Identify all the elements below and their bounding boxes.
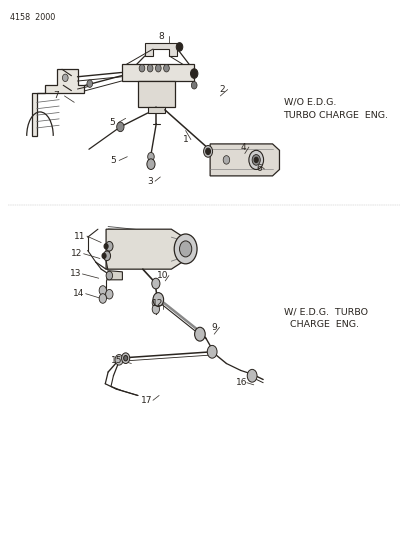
Polygon shape bbox=[107, 271, 122, 280]
Text: 4: 4 bbox=[240, 143, 246, 151]
Circle shape bbox=[117, 122, 124, 132]
Text: 3: 3 bbox=[147, 177, 153, 185]
Circle shape bbox=[164, 64, 169, 72]
Text: 10: 10 bbox=[157, 271, 169, 280]
Circle shape bbox=[191, 82, 197, 89]
Circle shape bbox=[147, 64, 153, 72]
Text: 12: 12 bbox=[152, 300, 163, 308]
Text: 5: 5 bbox=[109, 118, 115, 127]
Circle shape bbox=[195, 327, 205, 341]
Circle shape bbox=[102, 253, 106, 259]
Circle shape bbox=[62, 74, 68, 82]
Polygon shape bbox=[106, 229, 184, 269]
Circle shape bbox=[206, 148, 211, 155]
Circle shape bbox=[207, 345, 217, 358]
Circle shape bbox=[174, 234, 197, 264]
Text: 9: 9 bbox=[211, 323, 217, 332]
Text: 7: 7 bbox=[53, 92, 59, 100]
Text: 8: 8 bbox=[158, 32, 164, 41]
Circle shape bbox=[204, 146, 213, 157]
Circle shape bbox=[124, 356, 128, 361]
Text: 15: 15 bbox=[111, 357, 122, 365]
Circle shape bbox=[122, 353, 130, 364]
Circle shape bbox=[247, 369, 257, 382]
Polygon shape bbox=[145, 43, 177, 56]
Text: 14: 14 bbox=[73, 289, 84, 298]
Text: 6: 6 bbox=[257, 165, 262, 173]
Polygon shape bbox=[32, 69, 84, 136]
Circle shape bbox=[254, 157, 258, 163]
Text: W/ E.D.G.  TURBO
  CHARGE  ENG.: W/ E.D.G. TURBO CHARGE ENG. bbox=[284, 307, 368, 329]
Circle shape bbox=[249, 150, 264, 169]
Circle shape bbox=[252, 155, 260, 165]
Circle shape bbox=[152, 278, 160, 289]
Circle shape bbox=[106, 289, 113, 299]
Text: 5: 5 bbox=[111, 156, 116, 165]
Circle shape bbox=[103, 251, 111, 261]
Circle shape bbox=[139, 64, 145, 72]
Text: 13: 13 bbox=[70, 270, 81, 278]
Circle shape bbox=[180, 241, 192, 257]
Circle shape bbox=[148, 152, 154, 161]
Circle shape bbox=[106, 241, 113, 251]
Circle shape bbox=[153, 293, 164, 306]
Text: W/O E.D.G.
TURBO CHARGE  ENG.: W/O E.D.G. TURBO CHARGE ENG. bbox=[284, 98, 388, 120]
Circle shape bbox=[176, 43, 183, 51]
Circle shape bbox=[152, 298, 160, 308]
Circle shape bbox=[99, 294, 106, 303]
Circle shape bbox=[115, 354, 123, 365]
Text: 1: 1 bbox=[183, 135, 188, 144]
Polygon shape bbox=[148, 107, 165, 113]
Circle shape bbox=[87, 80, 93, 87]
Text: 2: 2 bbox=[220, 85, 225, 94]
Circle shape bbox=[106, 271, 113, 280]
Circle shape bbox=[223, 156, 230, 164]
Text: 17: 17 bbox=[141, 396, 153, 405]
Polygon shape bbox=[138, 81, 175, 107]
Circle shape bbox=[152, 304, 160, 314]
Circle shape bbox=[147, 159, 155, 169]
Text: 12: 12 bbox=[71, 249, 82, 258]
Polygon shape bbox=[122, 64, 194, 81]
Circle shape bbox=[104, 244, 108, 249]
Text: 4158  2000: 4158 2000 bbox=[10, 13, 55, 22]
Circle shape bbox=[191, 69, 198, 78]
Circle shape bbox=[155, 64, 161, 72]
Text: 16: 16 bbox=[236, 378, 247, 387]
Polygon shape bbox=[210, 144, 279, 176]
Circle shape bbox=[99, 286, 106, 295]
Text: 11: 11 bbox=[74, 232, 85, 240]
